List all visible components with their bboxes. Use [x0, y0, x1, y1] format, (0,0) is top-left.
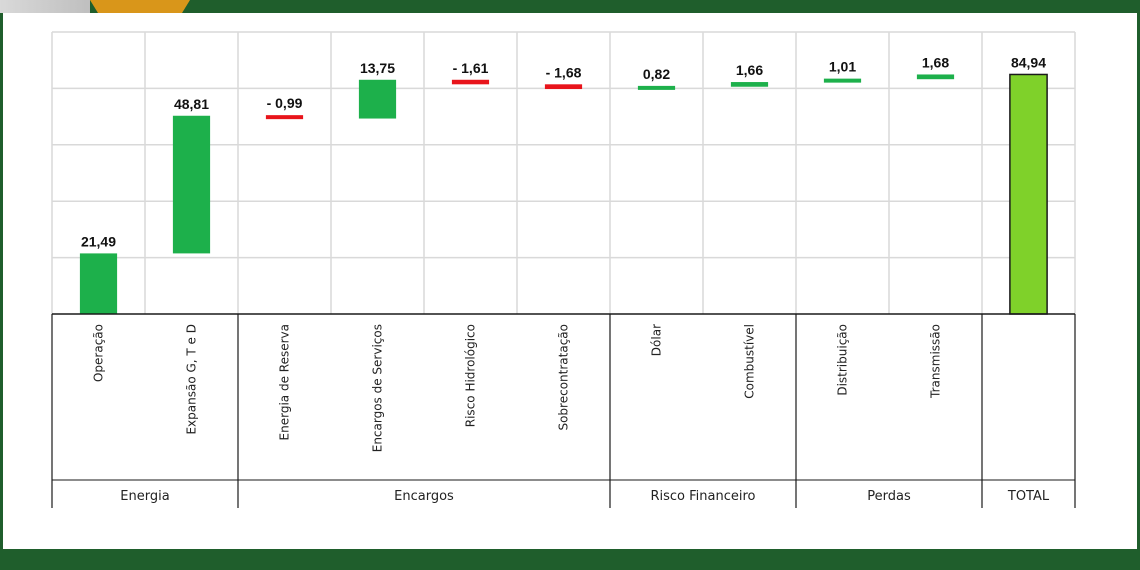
bar-decrease — [451, 79, 490, 85]
group-label: Encargos — [394, 489, 454, 504]
right-frame-edge — [1137, 13, 1140, 549]
category-label: Expansão G, T e D — [185, 324, 199, 435]
bottom-frame-bar — [0, 549, 1140, 570]
category-label: Risco Hidrológico — [464, 324, 478, 427]
category-label: Dólar — [650, 324, 664, 356]
top-frame-grey-accent — [0, 0, 90, 13]
bar-increase — [358, 79, 397, 119]
data-label: 48,81 — [174, 96, 209, 112]
top-frame-orange-accent — [90, 0, 190, 13]
data-label: 1,66 — [736, 62, 763, 78]
bar-increase — [79, 253, 118, 314]
data-label: 13,75 — [360, 60, 395, 76]
waterfall-chart: 21,49 48,81 - 0,99 13,75 - 1,61 - 1,68 0,82 1,6… — [51, 31, 1076, 508]
data-label: 0,82 — [643, 66, 670, 82]
category-label: Transmissão — [929, 324, 943, 399]
bar-increase — [823, 78, 862, 83]
group-label: Risco Financeiro — [650, 489, 755, 504]
bar-total — [1009, 73, 1048, 315]
bar-increase — [916, 74, 955, 80]
bar-increase — [637, 85, 676, 90]
bar-increase — [172, 115, 211, 254]
category-label: Combustível — [743, 324, 757, 399]
data-label: 84,94 — [1011, 54, 1046, 70]
group-label: Perdas — [867, 489, 911, 504]
data-label: 1,01 — [829, 59, 856, 75]
bar-decrease — [265, 115, 304, 120]
data-label: - 1,68 — [546, 64, 582, 80]
data-label: 21,49 — [81, 233, 116, 249]
left-frame-edge — [0, 13, 3, 549]
category-label: Sobrecontratação — [557, 324, 571, 431]
category-label: Energia de Reserva — [278, 324, 292, 440]
bar-increase — [730, 82, 769, 87]
category-label: Distribuição — [836, 324, 850, 396]
top-frame-bar — [0, 0, 1140, 13]
data-label: - 0,99 — [267, 95, 303, 111]
category-label: Operação — [92, 324, 106, 382]
category-label: Encargos de Serviços — [371, 324, 385, 452]
bar-decrease — [544, 84, 583, 90]
group-label: TOTAL — [1007, 489, 1050, 504]
group-label: Energia — [120, 489, 169, 504]
data-label: - 1,61 — [453, 60, 489, 76]
data-label: 1,68 — [922, 54, 949, 70]
